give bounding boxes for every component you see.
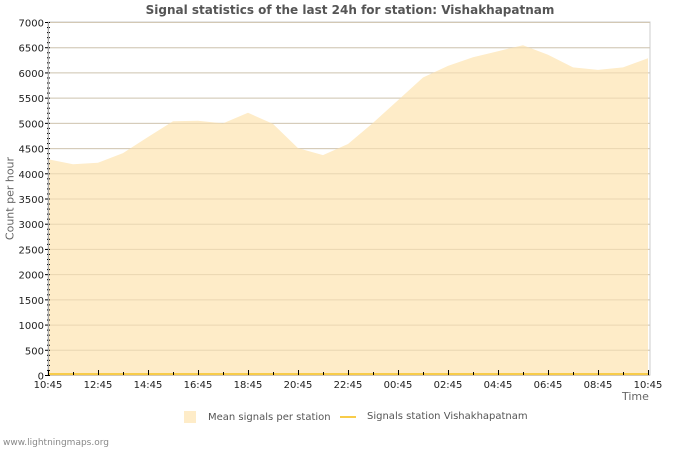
x-axis-label: Time — [622, 390, 649, 403]
svg-text:5000: 5000 — [19, 119, 44, 130]
svg-text:08:45: 08:45 — [584, 380, 613, 391]
grid-lines-over-area — [48, 22, 650, 376]
svg-text:0: 0 — [38, 372, 44, 383]
legend-item-station[interactable]: Signals station Vishakhapatnam — [340, 411, 528, 422]
svg-text:7000: 7000 — [19, 19, 44, 30]
mean-signals-area — [48, 45, 648, 375]
svg-text:10:45: 10:45 — [34, 380, 63, 391]
svg-text:04:45: 04:45 — [484, 380, 513, 391]
svg-text:4500: 4500 — [19, 145, 44, 156]
svg-text:10:45: 10:45 — [634, 380, 663, 391]
legend-item-mean[interactable]: Mean signals per station — [184, 411, 331, 423]
line-swatch-icon — [340, 415, 356, 418]
chart-title: Signal statistics of the last 24h for st… — [145, 3, 555, 17]
legend-label-mean: Mean signals per station — [208, 411, 331, 423]
svg-text:00:45: 00:45 — [384, 380, 413, 391]
svg-text:1500: 1500 — [19, 296, 44, 307]
svg-text:3000: 3000 — [19, 220, 44, 231]
legend-label-station: Signals station Vishakhapatnam — [367, 411, 528, 422]
svg-text:22:45: 22:45 — [334, 380, 363, 391]
svg-text:6500: 6500 — [19, 44, 44, 55]
svg-text:16:45: 16:45 — [184, 380, 213, 391]
svg-text:2000: 2000 — [19, 271, 44, 282]
svg-text:5500: 5500 — [19, 94, 44, 105]
svg-text:12:45: 12:45 — [84, 380, 113, 391]
svg-text:06:45: 06:45 — [534, 380, 563, 391]
svg-text:20:45: 20:45 — [284, 380, 313, 391]
svg-text:1000: 1000 — [19, 321, 44, 332]
y-tick-labels: 0 500 1000 1500 2000 2500 3000 3500 4000 4500 5000… — [19, 19, 44, 383]
svg-text:3500: 3500 — [19, 195, 44, 206]
svg-text:2500: 2500 — [19, 245, 44, 256]
axes — [45, 22, 649, 376]
svg-text:14:45: 14:45 — [134, 380, 163, 391]
svg-text:4000: 4000 — [19, 170, 44, 181]
svg-text:18:45: 18:45 — [234, 380, 263, 391]
svg-text:02:45: 02:45 — [434, 380, 463, 391]
x-tick-labels: 10:45 12:45 14:45 16:45 18:45 20:45 22:45 00:45… — [34, 380, 663, 391]
svg-text:500: 500 — [25, 346, 44, 357]
footer-credit: www.lightningmaps.org — [3, 438, 109, 448]
y-axis-label: Count per hour — [3, 156, 17, 241]
area-swatch-icon — [184, 411, 196, 423]
svg-text:6000: 6000 — [19, 69, 44, 80]
